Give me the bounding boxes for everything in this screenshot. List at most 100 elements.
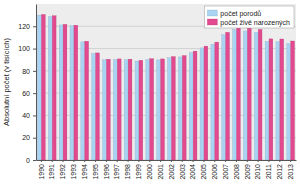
- x-tick: 2009: [244, 160, 251, 180]
- x-tick: 2007: [222, 160, 229, 180]
- bar: [226, 32, 230, 160]
- x-tick-label: 1994: [81, 164, 88, 180]
- x-tick-label: 2002: [168, 164, 175, 180]
- x-tick-mark: [247, 160, 248, 162]
- plot: 0 20 40 60 80 100 120 19901991 1992 1993 1994 1995 1…: [18, 4, 296, 180]
- bar: [233, 30, 237, 160]
- y-axis-line: [36, 5, 37, 161]
- x-tick: 2010: [254, 160, 261, 180]
- bar: [96, 53, 100, 160]
- bar: [182, 56, 186, 160]
- y-tick-mark: [33, 26, 36, 27]
- x-tick-label: 2007: [222, 164, 229, 180]
- y-tick-mark: [33, 115, 36, 116]
- bar: [258, 29, 262, 160]
- x-axis: 1990199119921993199419951996199719981999…: [37, 160, 297, 180]
- x-tick: 1990: [38, 160, 45, 180]
- y-tick-mark: [33, 93, 36, 94]
- x-tick: 2013: [287, 160, 294, 180]
- bar: [168, 58, 172, 160]
- x-tick-label: 1999: [135, 164, 142, 180]
- bar: [37, 15, 41, 160]
- bar: [128, 59, 132, 160]
- x-tick-label: 2013: [287, 164, 294, 180]
- bars: [37, 14, 294, 160]
- x-tick-mark: [73, 160, 74, 162]
- x-tick: 2005: [200, 160, 207, 180]
- x-tick: 1997: [113, 160, 120, 180]
- bar: [265, 42, 269, 160]
- bar: [215, 42, 219, 160]
- bar: [106, 59, 110, 160]
- x-tick-label: 2005: [200, 164, 207, 180]
- chart: 0 20 40 60 80 100 120 19901991 1992 1993 1994 1995 1…: [0, 0, 300, 194]
- bar: [222, 35, 226, 160]
- x-tick-label: 2000: [146, 164, 153, 180]
- bar: [150, 59, 154, 160]
- x-tick-label: 1993: [70, 164, 77, 180]
- x-tick: 1994: [81, 160, 88, 180]
- x-tick-label: 1991: [48, 164, 55, 180]
- x-tick-mark: [290, 160, 291, 162]
- bar: [92, 53, 96, 160]
- legend: počet porodůpočet živě narozených: [204, 6, 294, 28]
- x-tick-mark: [117, 160, 118, 162]
- x-tick: 1991: [48, 160, 55, 180]
- x-tick-label: 2010: [254, 164, 261, 180]
- bar: [247, 28, 251, 160]
- y-tick-label: 120: [18, 23, 30, 30]
- x-axis-line: [37, 160, 297, 161]
- x-tick-mark: [84, 160, 85, 162]
- bar: [70, 26, 74, 160]
- x-tick-label: 2012: [276, 164, 283, 180]
- x-tick: 2012: [276, 160, 283, 180]
- bar: [269, 39, 273, 160]
- x-tick-mark: [149, 160, 150, 162]
- x-tick-label: 2009: [244, 164, 251, 180]
- bar: [193, 51, 197, 160]
- x-tick: 2011: [265, 160, 272, 179]
- x-tick: 2006: [211, 160, 218, 180]
- bar: [103, 60, 107, 160]
- bar: [117, 59, 121, 160]
- legend-label: počet porodů: [220, 10, 261, 18]
- bar: [135, 61, 139, 160]
- y-tick-label: 80: [22, 68, 30, 75]
- x-tick-mark: [95, 160, 96, 162]
- x-tick-mark: [160, 160, 161, 162]
- y-tick-label: 100: [18, 45, 30, 52]
- bar: [276, 42, 280, 160]
- bar: [41, 14, 45, 160]
- bar: [81, 42, 85, 160]
- x-tick: 1995: [92, 160, 99, 180]
- x-tick: 2001: [157, 160, 164, 180]
- bar: [291, 41, 295, 160]
- x-tick: 1996: [103, 160, 110, 180]
- x-tick-label: 1996: [103, 164, 110, 180]
- bar-series: [37, 15, 290, 160]
- y-tick: 0: [26, 157, 36, 164]
- y-tick-label: 40: [22, 112, 30, 119]
- legend-label: počet živě narozených: [220, 19, 290, 27]
- bar: [211, 44, 215, 160]
- y-axis: 0 20 40 60 80 100 120: [18, 5, 36, 164]
- bar: [74, 25, 78, 160]
- bar: [85, 41, 89, 160]
- bar: [161, 59, 165, 160]
- x-tick-label: 2004: [189, 164, 196, 180]
- legend-swatch: [207, 19, 217, 25]
- y-tick: 20: [22, 134, 36, 141]
- x-tick-mark: [128, 160, 129, 162]
- x-tick: 2003: [178, 160, 185, 180]
- y-tick-label: 20: [22, 134, 30, 141]
- x-tick-label: 1992: [59, 164, 66, 180]
- x-tick-mark: [182, 160, 183, 162]
- x-tick: 1999: [135, 160, 142, 180]
- y-tick: 40: [22, 112, 36, 119]
- bar: [63, 24, 67, 160]
- x-tick-mark: [279, 160, 280, 162]
- x-tick-label: 2011: [265, 164, 272, 179]
- x-tick-mark: [138, 160, 139, 162]
- bar: [243, 31, 247, 160]
- y-tick-label: 60: [22, 90, 30, 97]
